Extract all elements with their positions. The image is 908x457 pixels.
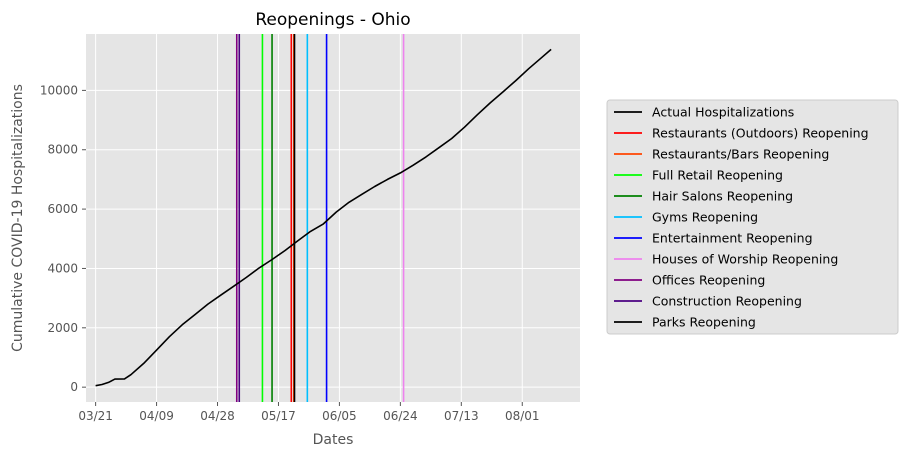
x-tick-label: 03/21 [78,409,113,423]
x-tick-label: 07/13 [444,409,479,423]
legend-label: Full Retail Reopening [652,168,783,183]
x-tick-label: 06/24 [383,409,418,423]
y-tick-label: 6000 [47,202,78,216]
y-tick-label: 0 [70,380,78,394]
plot-background [86,34,580,402]
x-tick-label: 08/01 [505,409,540,423]
event-lines [235,34,405,402]
legend-label: Offices Reopening [652,273,765,288]
x-axis-label: Dates [313,432,354,448]
x-tick-label: 04/09 [139,409,174,423]
x-tick-label: 06/05 [322,409,357,423]
legend-box [606,99,899,335]
y-axis-label: Cumulative COVID-19 Hospitalizations [10,84,26,352]
legend: Actual Hospitalizations Restaurants (Outd… [606,99,899,335]
legend-label: Actual Hospitalizations [652,105,794,120]
y-tick-label: 8000 [47,143,78,157]
x-tick-label: 05/17 [261,409,296,423]
gridlines [86,34,580,402]
chart-title: Reopenings - Ohio [255,10,410,30]
legend-label: Hair Salons Reopening [652,189,793,204]
x-tick-label: 04/28 [200,409,235,423]
legend-label: Gyms Reopening [652,210,758,225]
legend-label: Construction Reopening [652,294,802,309]
y-tick-label: 2000 [47,321,78,335]
legend-label: Restaurants/Bars Reopening [652,147,829,162]
y-tick-label: 4000 [47,261,78,275]
x-axis-ticks: 03/21 04/09 04/28 05/17 06/05 06/24 07/13 08/01 [78,402,540,423]
series-line [95,48,552,387]
legend-items: Actual Hospitalizations Restaurants (Outd… [614,105,869,330]
y-tick-label: 10000 [40,83,78,97]
series-lines [95,48,552,387]
legend-label: Entertainment Reopening [652,231,813,246]
legend-label: Parks Reopening [652,315,756,330]
y-axis-ticks: 0 2000 4000 6000 8000 10000 [40,83,86,394]
legend-label: Houses of Worship Reopening [652,252,838,267]
legend-label: Restaurants (Outdoors) Reopening [652,126,869,141]
